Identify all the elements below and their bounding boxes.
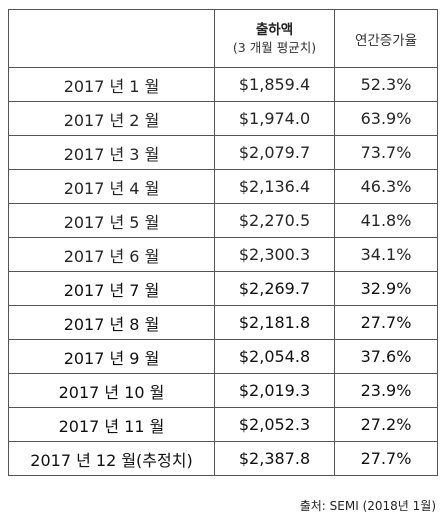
cell-period: 2017 년 5 월: [8, 203, 215, 238]
cell-growth: 37.6%: [334, 339, 438, 374]
cell-value: $1,974.0: [214, 101, 335, 136]
table-row: 2017 년 3 월 $2,079.7 73.7%: [8, 135, 438, 170]
data-table-container: 출하액 (3 개월 평균치) 연간증가율 2017 년 1 월 $1,859.4…: [8, 9, 438, 476]
header-annual-growth: 연간증가율: [334, 9, 438, 68]
header-shipments-title: 출하액: [255, 22, 294, 38]
cell-value: $2,387.8: [214, 441, 335, 476]
cell-value: $2,269.7: [214, 271, 335, 306]
cell-growth: 32.9%: [334, 271, 438, 306]
cell-value: $2,019.3: [214, 373, 335, 408]
cell-value: $2,270.5: [214, 203, 335, 238]
cell-period: 2017 년 12 월(추정치): [8, 441, 215, 476]
table-row: 2017 년 8 월 $2,181.8 27.7%: [8, 305, 438, 340]
cell-period: 2017 년 4 월: [8, 169, 215, 204]
cell-value: $2,079.7: [214, 135, 335, 170]
table-row: 2017 년 2 월 $1,974.0 63.9%: [8, 101, 438, 136]
cell-period: 2017 년 1 월: [8, 67, 215, 102]
cell-growth: 73.7%: [334, 135, 438, 170]
cell-growth: 34.1%: [334, 237, 438, 272]
table-row: 2017 년 10 월 $2,019.3 23.9%: [8, 373, 438, 408]
cell-growth: 52.3%: [334, 67, 438, 102]
shipment-table: 출하액 (3 개월 평균치) 연간증가율 2017 년 1 월 $1,859.4…: [8, 9, 438, 476]
cell-growth: 27.7%: [334, 441, 438, 476]
table-row: 2017 년 9 월 $2,054.8 37.6%: [8, 339, 438, 374]
cell-period: 2017 년 2 월: [8, 101, 215, 136]
cell-growth: 46.3%: [334, 169, 438, 204]
cell-period: 2017 년 11 월: [8, 407, 215, 442]
cell-value: $2,054.8: [214, 339, 335, 374]
cell-period: 2017 년 10 월: [8, 373, 215, 408]
table-row: 2017 년 12 월(추정치) $2,387.8 27.7%: [8, 441, 438, 476]
cell-value: $2,181.8: [214, 305, 335, 340]
cell-growth: 23.9%: [334, 373, 438, 408]
table-row: 2017 년 7 월 $2,269.7 32.9%: [8, 271, 438, 306]
cell-period: 2017 년 7 월: [8, 271, 215, 306]
table-row: 2017 년 5 월 $2,270.5 41.8%: [8, 203, 438, 238]
table-header-row: 출하액 (3 개월 평균치) 연간증가율: [8, 9, 438, 68]
cell-period: 2017 년 8 월: [8, 305, 215, 340]
cell-value: $1,859.4: [214, 67, 335, 102]
header-period: [8, 9, 215, 68]
cell-value: $2,136.4: [214, 169, 335, 204]
cell-value: $2,300.3: [214, 237, 335, 272]
header-shipments-subtitle: (3 개월 평균치): [232, 40, 317, 55]
cell-growth: 63.9%: [334, 101, 438, 136]
cell-growth: 41.8%: [334, 203, 438, 238]
table-row: 2017 년 1 월 $1,859.4 52.3%: [8, 67, 438, 102]
table-row: 2017 년 11 월 $2,052.3 27.2%: [8, 407, 438, 442]
cell-period: 2017 년 6 월: [8, 237, 215, 272]
cell-growth: 27.2%: [334, 407, 438, 442]
header-shipments: 출하액 (3 개월 평균치): [214, 9, 335, 68]
cell-value: $2,052.3: [214, 407, 335, 442]
cell-growth: 27.7%: [334, 305, 438, 340]
cell-period: 2017 년 9 월: [8, 339, 215, 374]
table-row: 2017 년 4 월 $2,136.4 46.3%: [8, 169, 438, 204]
source-note: 출처: SEMI (2018년 1월): [299, 499, 436, 513]
cell-period: 2017 년 3 월: [8, 135, 215, 170]
table-row: 2017 년 6 월 $2,300.3 34.1%: [8, 237, 438, 272]
